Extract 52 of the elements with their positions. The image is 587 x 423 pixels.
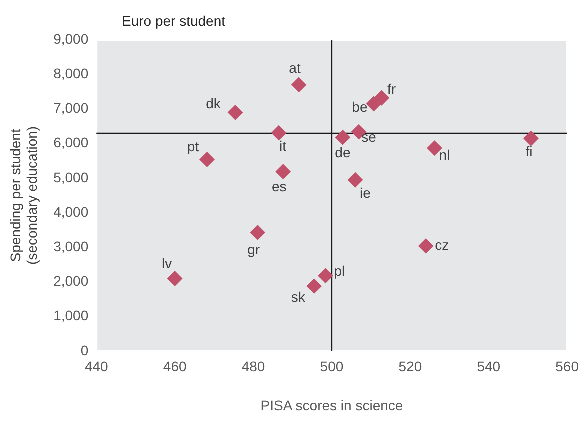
annotation: sk [291, 289, 306, 306]
annotation: fr [388, 80, 396, 97]
x-tick-label: 460 [163, 358, 187, 375]
x-tick-label: 520 [398, 358, 422, 375]
annotation: lv [162, 256, 172, 272]
y-axis-title: Spending per student (secondary education) [7, 126, 40, 265]
point [348, 172, 364, 188]
y-tick-label: 6,000 [54, 134, 89, 151]
point [306, 278, 322, 294]
point [335, 130, 350, 146]
annotation: it [280, 138, 287, 154]
x-tick-label: 500 [320, 358, 344, 375]
text: Euro per student [122, 13, 226, 29]
annotation: gr [248, 242, 260, 258]
annotation: nl [439, 147, 450, 164]
x-tick-label: 440 [84, 358, 109, 375]
y-tick-label: 3,000 [54, 238, 89, 254]
annotation: de [335, 144, 351, 160]
annotation: be [352, 98, 368, 115]
y-tick-label: 9,000 [54, 30, 89, 47]
y-tick-label: 7,000 [54, 100, 89, 116]
y-tick-label: 2,000 [54, 273, 89, 290]
point [250, 225, 266, 240]
point [418, 238, 434, 254]
point [228, 105, 243, 120]
point [200, 152, 215, 168]
annotation: pl [334, 262, 346, 279]
x-tick-label: 480 [242, 358, 266, 375]
point [292, 77, 307, 92]
y-tick-label: 1,000 [54, 308, 89, 324]
y-tick-label: 5,000 [54, 169, 89, 186]
y-tick-label: 0 [80, 342, 89, 358]
annotation: dk [206, 96, 222, 112]
annotation: es [272, 178, 287, 195]
annotation: ie [360, 184, 372, 201]
annotation: pt [187, 138, 200, 155]
x-tick-label: 560 [556, 358, 580, 375]
annotation: se [362, 128, 377, 145]
y-tick-label: 8,000 [54, 65, 89, 82]
x-axis-title: PISA scores in science [260, 397, 404, 414]
annotation: fi [526, 143, 533, 160]
point [168, 271, 183, 286]
x-tick-label: 540 [477, 358, 501, 375]
point [524, 131, 539, 146]
point [374, 90, 390, 106]
point [272, 126, 287, 141]
annotation: at [289, 60, 301, 76]
y-tick-label: 4,000 [54, 204, 89, 220]
point [318, 268, 334, 284]
annotation: cz [435, 237, 450, 254]
point [276, 164, 291, 180]
point [366, 96, 382, 112]
